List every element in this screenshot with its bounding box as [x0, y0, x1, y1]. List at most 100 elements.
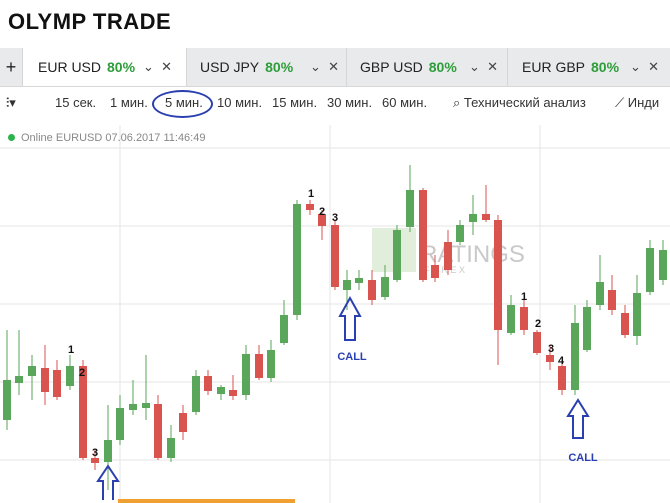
- candle: [318, 210, 326, 240]
- candle: [306, 200, 314, 215]
- candle: [204, 370, 212, 395]
- candle: [546, 345, 554, 370]
- body: [217, 387, 225, 394]
- body: [3, 380, 11, 420]
- call-label: CALL: [568, 452, 598, 464]
- tab[interactable]: EUR GBP 80% ⌄ ✕: [508, 48, 670, 86]
- timeframe[interactable]: 60 мин.: [382, 95, 428, 110]
- logo[interactable]: OLYMP TRADE: [8, 9, 172, 34]
- tool[interactable]: ⟋ Инди: [615, 95, 659, 111]
- candle: [355, 270, 363, 290]
- candle: [167, 425, 175, 462]
- mark-label: 1: [68, 344, 74, 356]
- body: [53, 370, 61, 397]
- online-dot: [8, 134, 15, 141]
- body: [583, 307, 591, 350]
- body: [192, 376, 200, 412]
- candle: [444, 230, 452, 275]
- candle: [571, 305, 579, 395]
- tab-controls[interactable]: ⌄ ✕: [630, 59, 660, 74]
- tab[interactable]: GBP USD 80% ⌄ ✕: [347, 48, 508, 86]
- candle: [53, 360, 61, 400]
- call-label: CALL: [337, 351, 367, 363]
- body: [104, 440, 112, 462]
- tab-controls[interactable]: ⌄ ✕: [310, 59, 340, 74]
- candle: [28, 355, 36, 400]
- candle: [293, 200, 301, 320]
- candle: [154, 395, 162, 460]
- candle: [558, 360, 566, 395]
- period-bar: [118, 499, 295, 503]
- candle: [267, 340, 275, 382]
- candle: [129, 380, 137, 415]
- chart-type-menu[interactable]: ⫶▾: [6, 95, 16, 110]
- tab-pair: USD JPY: [200, 59, 260, 75]
- candle: [621, 305, 629, 338]
- candle: [116, 395, 124, 445]
- body: [179, 413, 187, 432]
- body: [533, 332, 541, 353]
- timeframe[interactable]: 1 мин.: [110, 95, 148, 110]
- candle: [15, 330, 23, 395]
- tool[interactable]: ⌕ Технический анализ: [453, 95, 586, 111]
- candle: [431, 255, 439, 282]
- candle: [494, 215, 502, 365]
- candle: [596, 255, 604, 310]
- body: [482, 214, 490, 220]
- timeframe[interactable]: 30 мин.: [327, 95, 373, 110]
- tool-icon: ⌕: [453, 95, 464, 110]
- body: [79, 366, 87, 458]
- body: [204, 376, 212, 391]
- body: [646, 248, 654, 292]
- body: [494, 220, 502, 330]
- body: [520, 307, 528, 330]
- mark-label: 1: [521, 291, 527, 303]
- mark-label: 3: [332, 212, 338, 224]
- candle: [79, 360, 87, 460]
- status: Online EURUSD 07.06.2017 11:46:49: [8, 132, 205, 144]
- tab-payout: 80%: [265, 59, 294, 75]
- candle: [41, 345, 49, 405]
- candle: [419, 188, 427, 282]
- candle: [91, 450, 99, 470]
- body: [507, 305, 515, 333]
- candle: [179, 405, 187, 440]
- candle: [507, 295, 515, 335]
- header: OLYMP TRADE: [0, 0, 670, 44]
- body: [91, 458, 99, 463]
- tab-pair: EUR USD: [38, 59, 102, 75]
- body: [469, 214, 477, 222]
- timeframe[interactable]: 10 мин.: [217, 95, 263, 110]
- tab-bar: + EUR USD 80% ⌄ ✕ USD JPY 80% ⌄ ✕ GBP USD 80%…: [0, 48, 670, 87]
- body: [293, 204, 301, 315]
- candle: [229, 375, 237, 400]
- body: [419, 190, 427, 280]
- body: [608, 290, 616, 310]
- grid: [0, 125, 670, 503]
- body: [331, 225, 339, 287]
- candle: [533, 330, 541, 355]
- highlight-circle: [152, 90, 213, 118]
- body: [129, 404, 137, 410]
- candle: [381, 265, 389, 300]
- body: [255, 354, 263, 378]
- tab-pair: EUR GBP: [522, 59, 586, 75]
- tool-icon: ⟋: [615, 95, 628, 110]
- tab[interactable]: USD JPY 80% ⌄ ✕: [187, 48, 347, 86]
- body: [659, 250, 667, 280]
- watermark: RATINGS: [420, 241, 525, 268]
- tab-controls[interactable]: ⌄ ✕: [143, 59, 173, 74]
- candle: [520, 300, 528, 335]
- timeframe[interactable]: 15 мин.: [272, 95, 318, 110]
- tab[interactable]: EUR USD 80% ⌄ ✕: [23, 48, 187, 86]
- body: [381, 277, 389, 297]
- tab-controls[interactable]: ⌄ ✕: [469, 59, 499, 74]
- candle: [456, 220, 464, 245]
- timeframe[interactable]: 15 сек.: [55, 95, 97, 110]
- add-tab[interactable]: +: [0, 48, 23, 86]
- body: [154, 404, 162, 458]
- body: [558, 366, 566, 390]
- mark-label: 2: [535, 318, 541, 330]
